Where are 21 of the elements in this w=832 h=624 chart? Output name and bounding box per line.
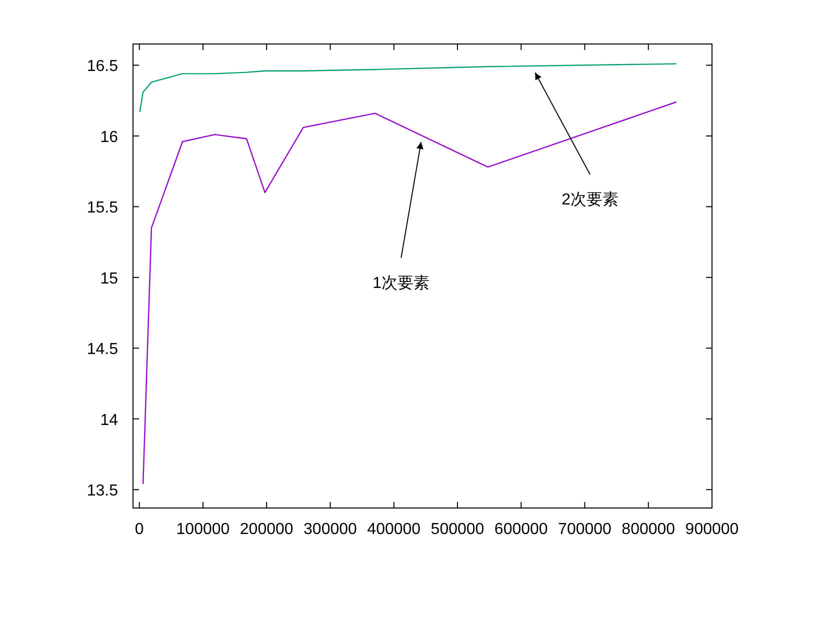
- annotation: 2次要素: [562, 190, 619, 209]
- y-tick-label: 15: [100, 270, 118, 288]
- annotation: 1次要素: [372, 141, 430, 292]
- y-tick-label: 14.5: [86, 341, 118, 358]
- x-tick-label: 900000: [685, 521, 739, 538]
- x-tick-label: 700000: [558, 521, 612, 538]
- x-tick-label: 800000: [622, 521, 676, 538]
- y-tick-label: 14: [100, 412, 118, 429]
- x-tick-label: 0: [134, 521, 144, 538]
- annotation: 1次要素: [372, 274, 430, 292]
- annotation: 2次要素: [534, 72, 619, 209]
- y-tick-label: 15.5: [86, 200, 118, 217]
- y-tick-label: 13.5: [86, 482, 118, 500]
- x-tick-label: 400000: [367, 521, 421, 538]
- y-tick-label: 16: [100, 128, 118, 146]
- x-tick-label: 500000: [430, 521, 484, 538]
- x-tick-label: 600000: [494, 521, 548, 538]
- x-tick-label: 100000: [176, 521, 230, 538]
- x-tick-label: 300000: [304, 521, 358, 538]
- y-tick-label: 16.5: [86, 58, 118, 76]
- x-tick-label: 200000: [240, 521, 294, 538]
